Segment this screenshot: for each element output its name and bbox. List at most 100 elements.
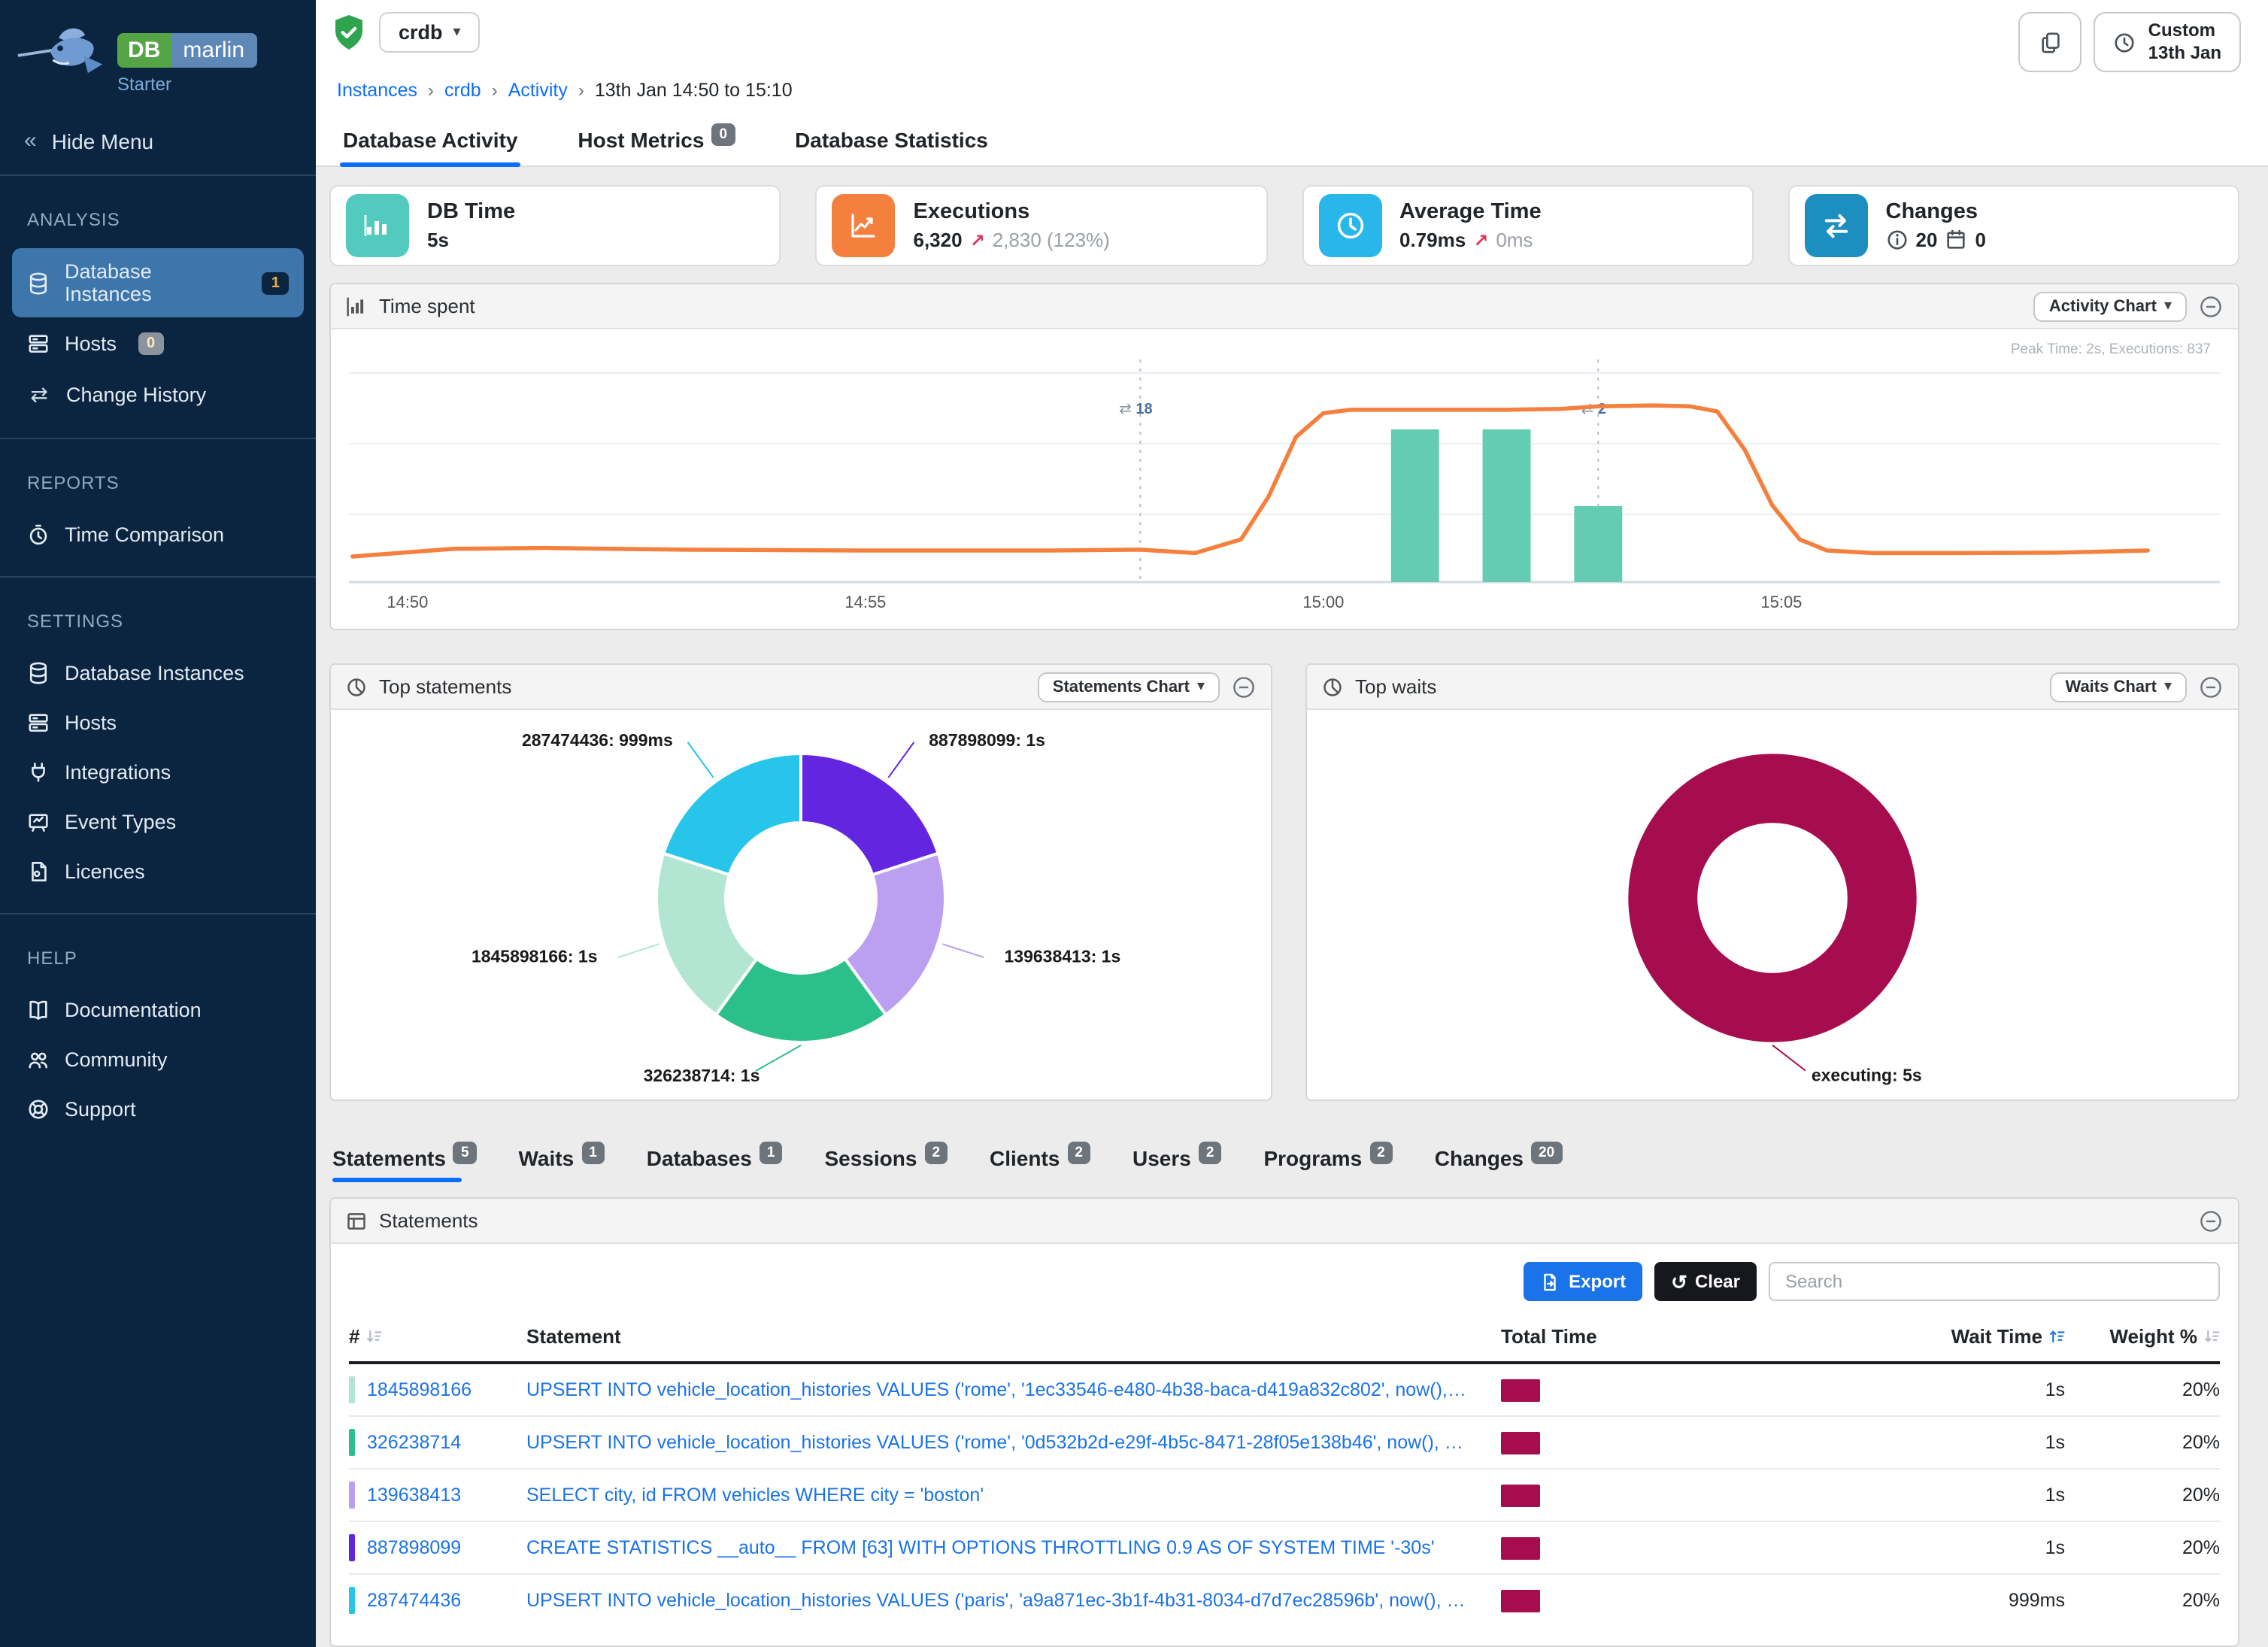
col-statement[interactable]: Statement	[526, 1316, 1501, 1364]
time-range-button[interactable]: Custom 13th Jan	[2094, 12, 2241, 72]
count-badge: 0	[711, 123, 735, 146]
tab-database-activity[interactable]: Database Activity	[340, 113, 521, 167]
health-shield-icon	[335, 14, 362, 49]
instance-selector[interactable]: crdb ▾	[379, 12, 481, 53]
collapse-icon[interactable]	[2199, 294, 2223, 318]
col-wait-time[interactable]: Wait Time	[1839, 1316, 2065, 1364]
statements-table-panel: Statements Export ↺ Clear	[329, 1197, 2239, 1647]
top-statements-panel: Top statements Statements Chart ▾ 887898…	[329, 663, 1272, 1101]
tab-databases[interactable]: Databases 1	[647, 1142, 783, 1182]
undo-icon: ↺	[1671, 1270, 1687, 1293]
sidebar-item-community[interactable]: Community	[12, 1036, 304, 1083]
sidebar-item-integrations[interactable]: Integrations	[12, 749, 304, 796]
tab-sessions[interactable]: Sessions 2	[824, 1142, 948, 1182]
people-icon	[29, 1052, 47, 1069]
statement-id-link[interactable]: 139638413	[349, 1482, 526, 1509]
server-icon	[29, 335, 48, 353]
tab-statements[interactable]: Statements 5	[332, 1142, 477, 1182]
statement-link[interactable]: SELECT city, id FROM vehicles WHERE city…	[526, 1485, 984, 1506]
sidebar-item-licences[interactable]: Licences	[12, 848, 304, 895]
trend-up-icon: ↗	[969, 229, 985, 250]
bar-chart-icon	[347, 296, 364, 316]
sidebar-item-settings-hosts[interactable]: Hosts	[12, 699, 304, 746]
tab-changes[interactable]: Changes 20	[1435, 1142, 1563, 1182]
chevron-down-icon: ▾	[1196, 678, 1205, 695]
tab-users[interactable]: Users 2	[1132, 1142, 1222, 1182]
detail-tabbar: Statements 5 Waits 1 Databases 1 Sessions 2 …	[332, 1142, 2236, 1182]
book-icon	[29, 1000, 47, 1020]
statement-link[interactable]: UPSERT INTO vehicle_location_histories V…	[526, 1432, 1501, 1453]
waits-chart-dropdown[interactable]: Waits Chart ▾	[2050, 672, 2187, 702]
sidebar-item-support[interactable]: Support	[12, 1086, 304, 1133]
tab-clients[interactable]: Clients 2	[990, 1142, 1090, 1182]
kpi-db-time: DB Time 5s	[329, 185, 781, 266]
wait-time-value: 1s	[2045, 1537, 2065, 1558]
info-icon	[1887, 230, 1907, 250]
tab-waits[interactable]: Waits 1	[519, 1142, 605, 1182]
col-id[interactable]: #	[349, 1316, 526, 1364]
series-color-tick	[349, 1482, 355, 1509]
statements-chart-dropdown[interactable]: Statements Chart ▾	[1037, 672, 1220, 702]
sidebar-item-documentation[interactable]: Documentation	[12, 987, 304, 1033]
collapse-icon[interactable]	[2199, 1209, 2223, 1233]
collapse-icon[interactable]	[1232, 675, 1256, 699]
statement-link[interactable]: UPSERT INTO vehicle_location_histories V…	[526, 1379, 1501, 1400]
wait-time-value: 1s	[2045, 1485, 2065, 1506]
sidebar-item-change-history[interactable]: ⇄ Change History	[12, 370, 304, 420]
trend-up-icon: ↗	[1473, 229, 1489, 250]
search-input[interactable]	[1769, 1262, 2220, 1301]
time-spent-header: Time spent Activity Chart ▾	[331, 284, 2238, 329]
lifebuoy-icon	[29, 1100, 48, 1119]
statement-link[interactable]: CREATE STATISTICS __auto__ FROM [63] WIT…	[526, 1537, 1435, 1558]
statement-id-link[interactable]: 326238714	[349, 1429, 526, 1456]
clear-button[interactable]: ↺ Clear	[1654, 1262, 1757, 1301]
export-button[interactable]: Export	[1524, 1262, 1643, 1301]
statement-id-link[interactable]: 887898099	[349, 1534, 526, 1561]
table-row: 139638413 SELECT city, id FROM vehicles …	[349, 1469, 2220, 1521]
logo-db-badge: DB	[117, 33, 171, 68]
series-color-tick	[349, 1376, 355, 1403]
kpi-row: DB Time 5s Executions 6,320 ↗ 2,830 (123…	[329, 185, 2239, 266]
total-time-bar	[1501, 1431, 1540, 1454]
sidebar-item-event-types[interactable]: Event Types	[12, 799, 304, 845]
breadcrumb-crdb[interactable]: crdb	[444, 80, 481, 101]
tab-host-metrics[interactable]: Host Metrics 0	[575, 113, 738, 165]
main-tabbar: Database Activity Host Metrics 0 Databas…	[316, 113, 2268, 167]
sidebar-item-time-comparison[interactable]: Time Comparison	[12, 511, 304, 558]
top-statements-header: Top statements Statements Chart ▾	[331, 665, 1271, 710]
activity-chart-dropdown[interactable]: Activity Chart ▾	[2033, 291, 2187, 321]
sidebar-item-settings-database-instances[interactable]: Database Instances	[12, 650, 304, 696]
weight-value: 20%	[2182, 1379, 2220, 1400]
tab-programs[interactable]: Programs 2	[1263, 1142, 1393, 1182]
sidebar-item-database-instances[interactable]: Database Instances 1	[12, 248, 304, 317]
copy-link-button[interactable]	[2018, 12, 2082, 72]
svg-text:287474436: 999ms: 287474436: 999ms	[522, 730, 673, 750]
logo-marlin-badge: marlin	[171, 33, 257, 68]
donut-row: Top statements Statements Chart ▾ 887898…	[329, 663, 2239, 1101]
activity-line-chart: ⇄ 18 ⇄ 214:50 14:55 15:00 15:05	[349, 359, 2220, 611]
pie-chart-icon	[1324, 678, 1342, 696]
series-color-tick	[349, 1534, 355, 1561]
section-reports: REPORTS	[27, 472, 120, 493]
breadcrumb-range: 13th Jan 14:50 to 15:10	[594, 80, 793, 101]
total-time-bar	[1501, 1536, 1540, 1559]
breadcrumb-activity[interactable]: Activity	[508, 80, 568, 101]
statement-id-link[interactable]: 1845898166	[349, 1376, 526, 1403]
collapse-icon[interactable]	[2199, 675, 2223, 699]
tab-database-statistics[interactable]: Database Statistics	[795, 128, 988, 152]
statement-link[interactable]: UPSERT INTO vehicle_location_histories V…	[526, 1590, 1501, 1611]
table-controls: Export ↺ Clear	[331, 1244, 2238, 1316]
svg-text:887898099: 1s: 887898099: 1s	[929, 730, 1045, 750]
total-time-bar	[1501, 1379, 1540, 1401]
hide-menu-button[interactable]: « Hide Menu	[0, 107, 316, 176]
statement-id-link[interactable]: 287474436	[349, 1587, 526, 1614]
database-icon	[29, 271, 47, 294]
col-total-time[interactable]: Total Time	[1501, 1316, 1839, 1364]
wait-time-value: 1s	[2045, 1432, 2065, 1453]
sidebar-item-hosts[interactable]: Hosts 0	[12, 320, 304, 367]
brand-logo: DB marlin Starter	[0, 0, 316, 98]
breadcrumb-instances[interactable]: Instances	[337, 80, 418, 101]
svg-text:326238714: 1s: 326238714: 1s	[644, 1066, 760, 1085]
col-weight[interactable]: Weight %	[2065, 1316, 2220, 1364]
calendar-icon	[1947, 229, 1966, 249]
